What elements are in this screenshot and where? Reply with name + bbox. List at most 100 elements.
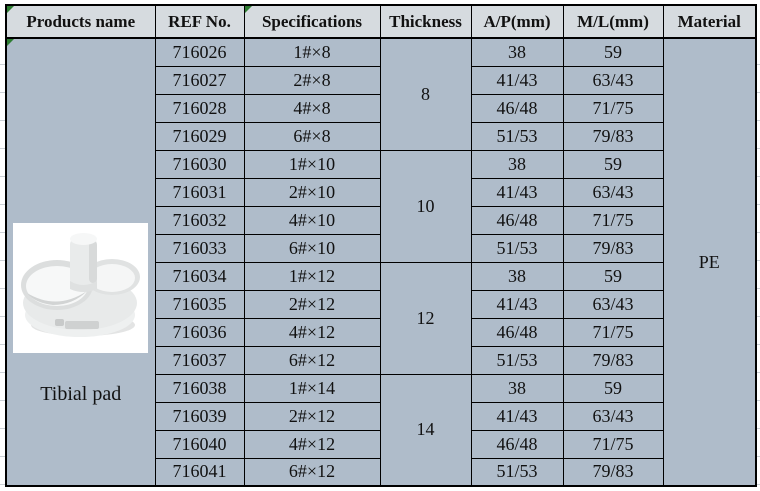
- header-label: Products name: [26, 11, 136, 31]
- ml-cell: 63/43: [562, 401, 664, 431]
- ap-cell: 38: [470, 149, 564, 179]
- product-spec-table: Products name REF No. Specifications Thi…: [5, 4, 757, 487]
- ml-cell: 71/75: [562, 205, 664, 235]
- material-cell: PE: [662, 37, 757, 487]
- ap-cell: 41/43: [470, 177, 564, 207]
- ap-cell: 38: [470, 373, 564, 403]
- product-image-tibial-pad: [13, 223, 149, 353]
- table-row: Tibial pad 716026 1#×8 8 38 59 PE: [5, 37, 757, 487]
- cell-error-marker-icon: [245, 6, 252, 13]
- ref-cell: 716027: [154, 65, 245, 95]
- thickness-cell: 10: [379, 149, 472, 263]
- ml-cell: 59: [562, 37, 664, 67]
- ap-cell: 38: [470, 261, 564, 291]
- ap-cell: 46/48: [470, 93, 564, 123]
- ref-cell: 716030: [154, 149, 245, 179]
- ap-cell: 38: [470, 37, 564, 67]
- column-header-ref-no: REF No.: [154, 4, 245, 39]
- ref-cell: 716031: [154, 177, 245, 207]
- ml-cell: 79/83: [562, 457, 664, 487]
- column-header-ap-mm: A/P(mm): [470, 4, 564, 39]
- spec-cell: 1#×10: [243, 149, 381, 179]
- thickness-cell: 8: [379, 37, 472, 151]
- ref-cell: 716035: [154, 289, 245, 319]
- column-header-material: Material: [662, 4, 757, 39]
- ml-cell: 71/75: [562, 317, 664, 347]
- ap-cell: 41/43: [470, 65, 564, 95]
- spec-cell: 2#×12: [243, 401, 381, 431]
- ref-cell: 716039: [154, 401, 245, 431]
- ap-cell: 46/48: [470, 205, 564, 235]
- ml-cell: 59: [562, 373, 664, 403]
- ref-cell: 716036: [154, 317, 245, 347]
- tibial-pad-render: [21, 233, 141, 337]
- ml-cell: 79/83: [562, 121, 664, 151]
- table-row: 716040 4#×12 46/48 71/75: [6, 429, 756, 459]
- spreadsheet-gridlines-right: [756, 37, 760, 486]
- ml-cell: 63/43: [562, 65, 664, 95]
- spec-cell: 2#×8: [243, 65, 381, 95]
- ap-cell: 41/43: [470, 401, 564, 431]
- header-label: Thickness: [389, 11, 462, 31]
- ap-cell: 46/48: [470, 429, 564, 459]
- table-row: 716039 2#×12 41/43 63/43: [6, 401, 756, 431]
- ref-cell: 716032: [154, 205, 245, 235]
- column-header-specifications: Specifications: [243, 4, 381, 39]
- ref-cell: 716038: [154, 373, 245, 403]
- ap-cell: 51/53: [470, 121, 564, 151]
- ml-cell: 71/75: [562, 93, 664, 123]
- ref-cell: 716033: [154, 233, 245, 263]
- spec-cell: 4#×8: [243, 93, 381, 123]
- header-label: Material: [677, 11, 741, 31]
- thickness-cell: 14: [379, 373, 472, 487]
- ml-cell: 79/83: [562, 345, 664, 375]
- spec-cell: 2#×10: [243, 177, 381, 207]
- ref-cell: 716034: [154, 261, 245, 291]
- ml-cell: 59: [562, 261, 664, 291]
- spreadsheet-gridlines-left: [0, 37, 5, 486]
- product-cell: Tibial pad: [5, 37, 156, 487]
- spec-cell: 1#×12: [243, 261, 381, 291]
- header-label: REF No.: [168, 11, 231, 31]
- table-row: 716035 2#×12 41/43 63/43: [6, 289, 756, 319]
- cell-error-marker-icon: [7, 6, 14, 13]
- ap-cell: 51/53: [470, 457, 564, 487]
- product-name: Tibial pad: [40, 383, 122, 405]
- table-row: 716041 6#×12 51/53 79/83: [6, 457, 756, 487]
- ref-cell: 716040: [154, 429, 245, 459]
- table-row: 716038 1#×14 14 38 59: [6, 373, 756, 487]
- ref-cell: 716029: [154, 121, 245, 151]
- spec-cell: 4#×12: [243, 317, 381, 347]
- header-label: A/P(mm): [483, 11, 551, 31]
- ref-cell: 716041: [154, 457, 245, 487]
- table-row: 716031 2#×10 41/43 63/43: [6, 177, 756, 207]
- header-row: Products name REF No. Specifications Thi…: [5, 4, 757, 39]
- ref-cell: 716026: [154, 37, 245, 67]
- spec-cell: 4#×12: [243, 429, 381, 459]
- header-label: Specifications: [261, 11, 363, 31]
- column-header-products-name: Products name: [5, 4, 156, 39]
- column-header-ml-mm: M/L(mm): [562, 4, 664, 39]
- spec-cell: 6#×12: [243, 345, 381, 375]
- ref-cell: 716028: [154, 93, 245, 123]
- ml-cell: 63/43: [562, 289, 664, 319]
- spec-cell: 1#×14: [243, 373, 381, 403]
- spec-cell: 6#×10: [243, 233, 381, 263]
- table-row: 716034 1#×12 12 38 59: [6, 261, 756, 375]
- ml-cell: 71/75: [562, 429, 664, 459]
- spec-cell: 6#×12: [243, 457, 381, 487]
- ml-cell: 59: [562, 149, 664, 179]
- ap-cell: 51/53: [470, 233, 564, 263]
- table-row: 716029 6#×8 51/53 79/83: [6, 121, 756, 151]
- column-header-thickness: Thickness: [379, 4, 472, 39]
- spec-cell: 2#×12: [243, 289, 381, 319]
- cell-error-marker-icon: [7, 39, 14, 46]
- ml-cell: 79/83: [562, 233, 664, 263]
- spec-cell: 1#×8: [243, 37, 381, 67]
- spec-cell: 4#×10: [243, 205, 381, 235]
- header-label: M/L(mm): [577, 11, 649, 31]
- table-row: 716027 2#×8 41/43 63/43: [6, 65, 756, 95]
- ap-cell: 41/43: [470, 289, 564, 319]
- table-row: 716036 4#×12 46/48 71/75: [6, 317, 756, 347]
- ref-cell: 716037: [154, 345, 245, 375]
